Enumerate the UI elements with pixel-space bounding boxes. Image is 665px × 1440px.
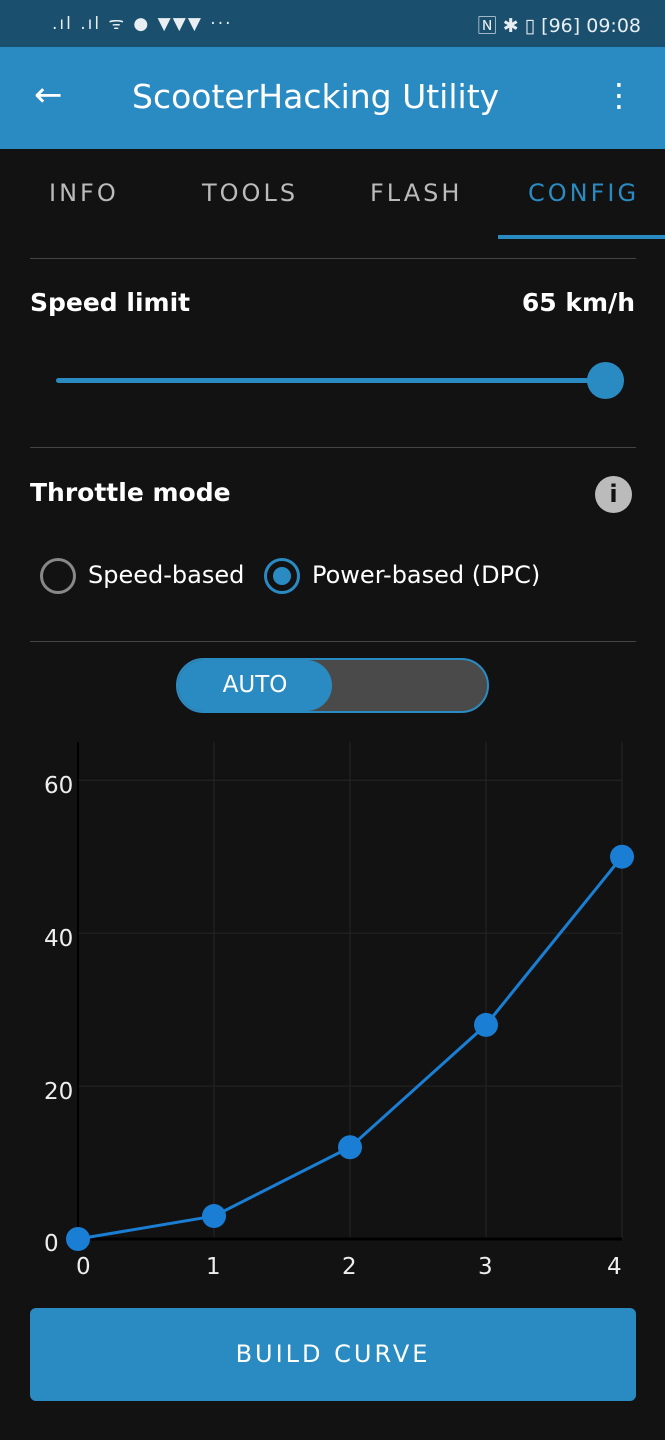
data-point[interactable] [610,844,634,869]
x-tick: 1 [206,1254,221,1280]
tab-config[interactable]: CONFIG [528,179,640,207]
tab-indicator [498,235,665,239]
info-icon[interactable]: i [595,476,632,513]
status-right: 🄽 ✱ ▯ [96] 09:08 [477,15,641,37]
divider [30,641,636,642]
arrow-left-icon[interactable]: ← [34,75,63,115]
y-tick: 60 [44,773,73,799]
clock: 09:08 [586,15,641,37]
y-tick: 40 [44,926,73,952]
speed-limit-label: Speed limit [30,288,191,317]
battery-level: 96 [548,15,573,37]
app-title: ScooterHacking Utility [132,77,500,116]
auto-toggle-knob[interactable]: AUTO [178,660,332,711]
radio-label-speed[interactable]: Speed-based [88,561,245,589]
tab-bar: INFO TOOLS FLASH CONFIG [0,149,665,239]
x-tick: 3 [478,1254,493,1280]
data-point[interactable] [338,1135,362,1160]
status-bar: .ıl .ıl ᯤ ● ▼▼▼ ··· 🄽 ✱ ▯ [96] 09:08 [0,0,665,47]
tab-tools[interactable]: TOOLS [202,179,299,207]
radio-power-based[interactable] [264,558,300,594]
y-tick: 20 [44,1079,73,1105]
slider-thumb[interactable] [587,362,624,399]
divider [30,258,636,259]
throttle-mode-label: Throttle mode [30,478,231,507]
more-vert-icon[interactable]: ⋮ [603,76,635,114]
x-tick: 4 [607,1254,622,1280]
data-point[interactable] [202,1204,226,1229]
radio-label-power[interactable]: Power-based (DPC) [312,561,541,589]
auto-toggle[interactable]: AUTO [176,658,489,713]
app-bar: ← ScooterHacking Utility ⋮ [0,47,665,149]
x-tick: 0 [76,1254,91,1280]
build-curve-button[interactable]: BUILD CURVE [30,1308,636,1401]
y-tick: 0 [44,1231,59,1257]
data-point[interactable] [66,1227,90,1251]
x-tick: 2 [342,1254,357,1280]
tab-info[interactable]: INFO [49,179,119,207]
data-point[interactable] [474,1012,498,1037]
radio-speed-based[interactable] [40,558,76,594]
divider [30,447,636,448]
speed-limit-slider[interactable] [56,378,606,383]
tab-flash[interactable]: FLASH [370,179,463,207]
status-icons: .ıl .ıl ᯤ ● ▼▼▼ ··· [52,14,233,34]
curve-chart: 0 20 40 60 0 1 2 3 4 [44,742,634,1280]
speed-limit-value: 65 km/h [521,288,635,317]
